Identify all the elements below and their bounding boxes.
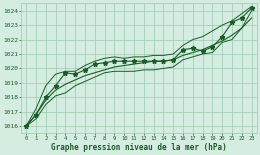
X-axis label: Graphe pression niveau de la mer (hPa): Graphe pression niveau de la mer (hPa) bbox=[51, 143, 227, 152]
